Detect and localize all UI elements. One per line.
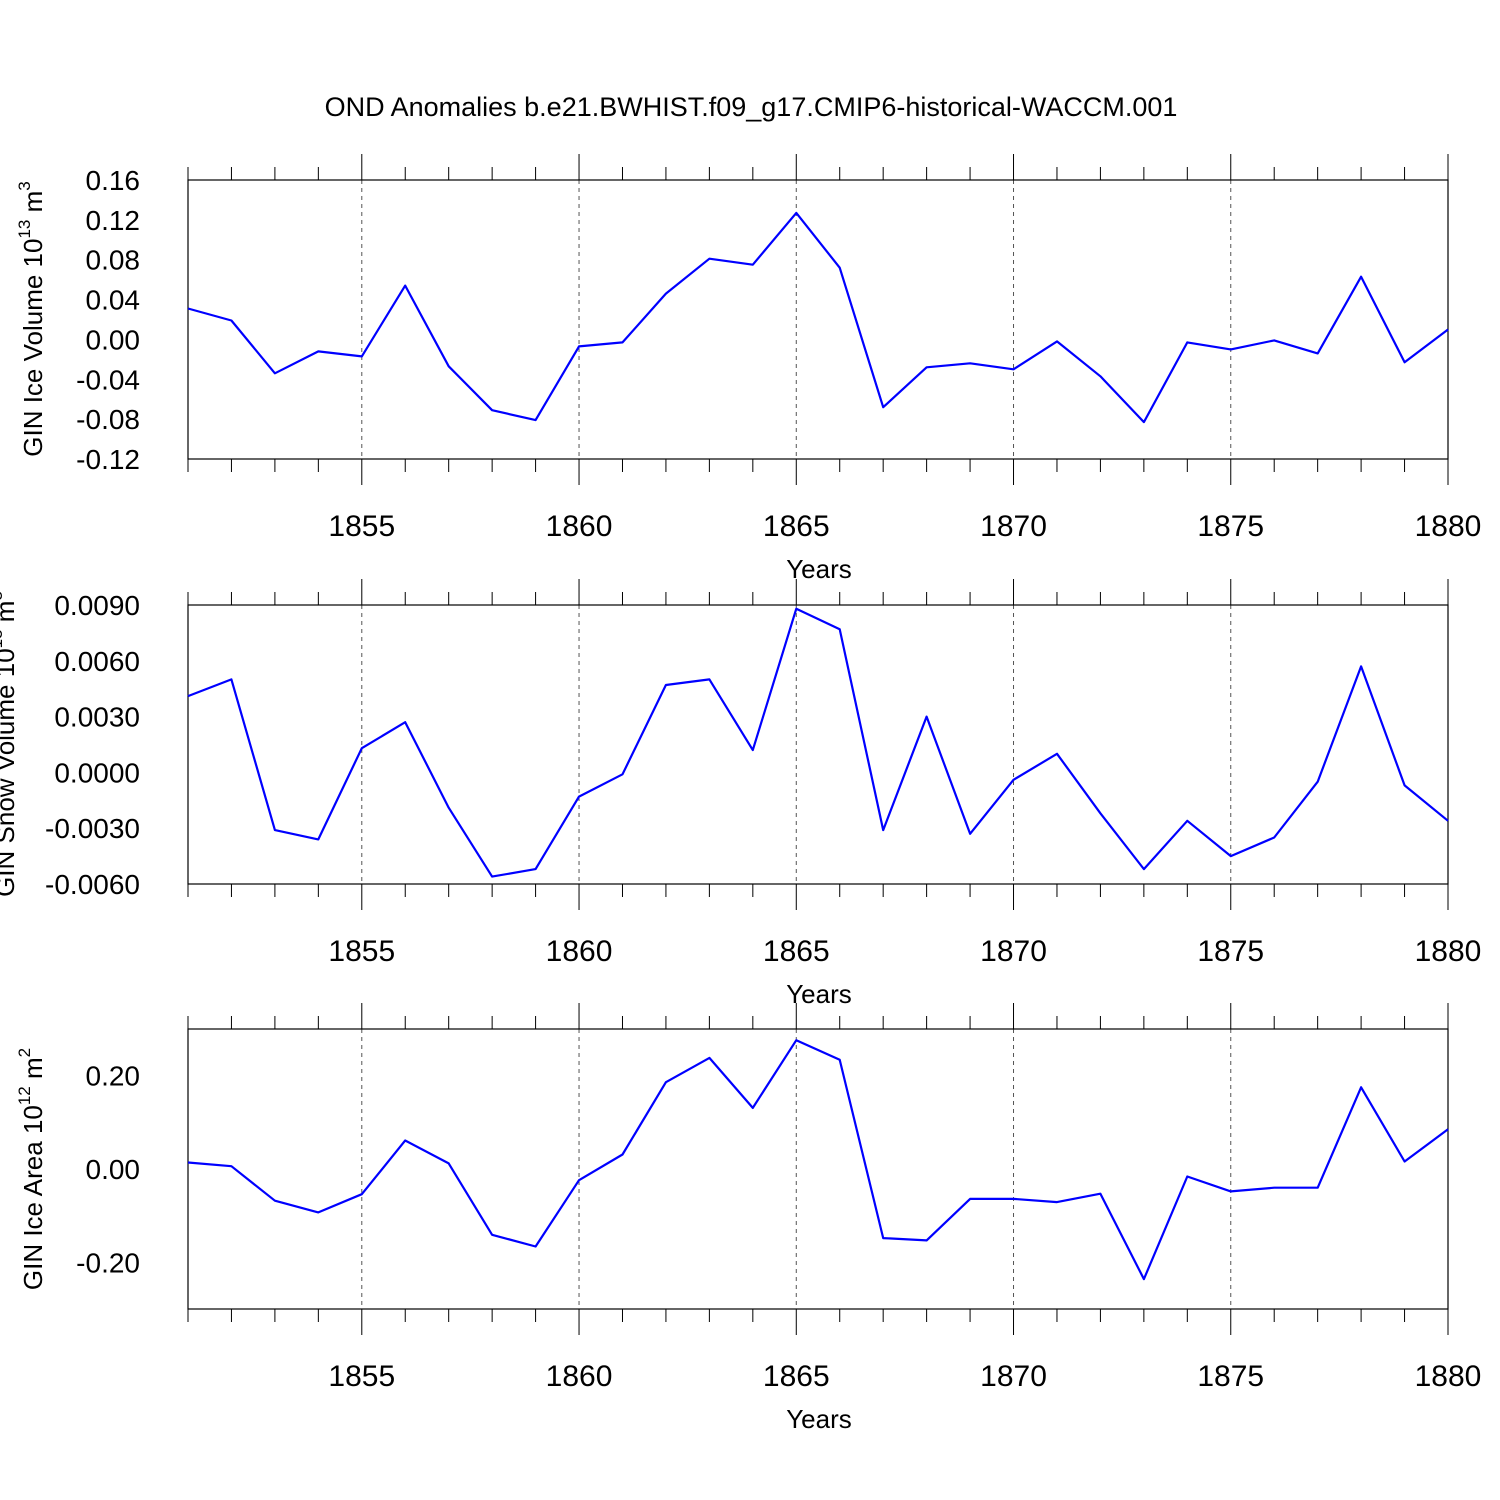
x-tick-label: 1870 [980,510,1047,543]
y-tick-label: -0.12 [76,444,140,475]
y-tick-label: 0.0030 [54,702,140,733]
y-tick-label: 0.12 [86,205,141,236]
y-axis-title: GIN Ice Volume 1013 m3 [15,181,48,457]
x-tick-label: 1860 [546,510,613,543]
panel-ice-area: 1855 1860 1865 1870 1875 1880 Years -0.20 0.00 0.… [15,1003,1481,1434]
series-line [187,1039,1449,1281]
series-line [187,211,1449,424]
x-tick-label: 1855 [328,1360,395,1393]
x-tick-label: 1875 [1197,510,1264,543]
panel-snow-volume: 1855 1860 1865 1870 1875 1880 Years -0.0060 -0.0… [0,579,1481,1009]
y-tick-label: 0.04 [86,285,141,316]
plot-frame [187,604,1449,885]
x-tick-label: 1855 [328,935,395,968]
x-tick-label: 1875 [1197,1360,1264,1393]
x-tick-label: 1865 [763,1360,830,1393]
y-tick-label: -0.0060 [45,869,140,900]
x-tick-label: 1860 [546,1360,613,1393]
x-tick-label: 1880 [1415,1360,1482,1393]
y-tick-label: -0.04 [76,364,140,395]
x-tick-label: 1860 [546,935,613,968]
plot-frame [187,1028,1449,1310]
plot-frame [187,179,1449,460]
x-tick-label: 1875 [1197,935,1264,968]
x-tick-label: 1870 [980,935,1047,968]
x-axis-title: Years [786,554,852,584]
y-tick-label: -0.20 [76,1247,140,1278]
x-tick-label: 1880 [1415,935,1482,968]
figure-title: OND Anomalies b.e21.BWHIST.f09_g17.CMIP6… [325,92,1178,122]
x-axis-title: Years [786,1404,852,1434]
y-tick-label: 0.00 [86,324,141,355]
y-axis-title: GIN Snow Volume 1013 m3 [0,591,20,897]
series-line [187,607,1449,878]
y-tick-label: 0.00 [86,1154,141,1185]
y-tick-label: 0.16 [86,165,141,196]
x-tick-label: 1870 [980,1360,1047,1393]
y-tick-label: 0.0090 [54,590,140,621]
x-tick-label: 1855 [328,510,395,543]
y-axis-title: GIN Ice Area 1012 m2 [15,1048,48,1290]
x-axis-title: Years [786,979,852,1009]
panel-ice-volume: 1855 1860 1865 1870 1875 1880 Years -0.12 -0.08 -… [15,154,1481,584]
x-tick-label: 1880 [1415,510,1482,543]
y-tick-label: 0.0060 [54,646,140,677]
x-tick-label: 1865 [763,935,830,968]
y-tick-label: 0.0000 [54,757,140,788]
y-tick-label: 0.20 [86,1061,141,1092]
x-tick-label: 1865 [763,510,830,543]
y-tick-label: -0.0030 [45,813,140,844]
y-tick-label: -0.08 [76,404,140,435]
y-tick-label: 0.08 [86,245,141,276]
